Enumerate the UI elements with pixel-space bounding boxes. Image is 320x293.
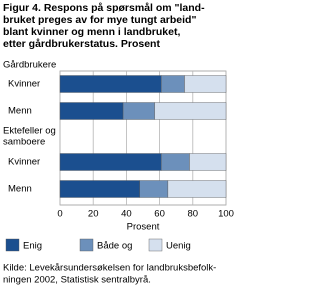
legend-swatch [5, 238, 20, 252]
legend-swatch [79, 238, 94, 252]
source-note: Kilde: Levekårsundersøkelsen for landbru… [3, 263, 216, 274]
bar-segment [154, 102, 227, 120]
bar-segment [161, 75, 185, 93]
group-label: Ektefeller og [3, 126, 56, 137]
x-tick-label: 100 [218, 209, 234, 220]
x-tick-label: 20 [88, 209, 99, 220]
y-tick-label: Kvinner [8, 79, 40, 90]
bar-segment [184, 75, 227, 93]
bar-segment [122, 102, 155, 120]
bar-segment [161, 153, 190, 171]
bar-segment [59, 180, 140, 198]
bar-segment [59, 153, 162, 171]
legend-swatch [148, 238, 163, 252]
chart-title: bruket preges av for mye tungt arbeid" [3, 14, 196, 26]
chart-title: Figur 4. Respons på spørsmål om "land- [3, 2, 205, 14]
group-label: Gårdbrukere [3, 60, 56, 71]
bar-segment [59, 102, 124, 120]
bar-segment [139, 180, 169, 198]
x-tick-label: 80 [188, 209, 199, 220]
source-note: ningen 2002, Statistisk sentralbyrå. [3, 275, 151, 286]
y-tick-label: Kvinner [8, 157, 40, 168]
x-axis-label: Prosent [127, 222, 160, 233]
x-tick-label: 40 [121, 209, 132, 220]
bar-segment [189, 153, 227, 171]
legend-label: Uenig [166, 241, 191, 252]
x-tick-label: 60 [154, 209, 165, 220]
chart: Figur 4. Respons på spørsmål om "land-br… [3, 2, 234, 286]
chart-title: etter gårdbrukerstatus. Prosent [3, 38, 160, 50]
bar-segment [167, 180, 227, 198]
legend-label: Både og [97, 241, 132, 252]
y-tick-label: Menn [8, 106, 32, 117]
chart-title: blant kvinner og menn i landbruket, [3, 26, 180, 38]
y-tick-label: Menn [8, 184, 32, 195]
legend-label: Enig [23, 241, 42, 252]
x-tick-label: 0 [57, 209, 62, 220]
group-label: samboere [3, 137, 45, 148]
bar-segment [59, 75, 162, 93]
